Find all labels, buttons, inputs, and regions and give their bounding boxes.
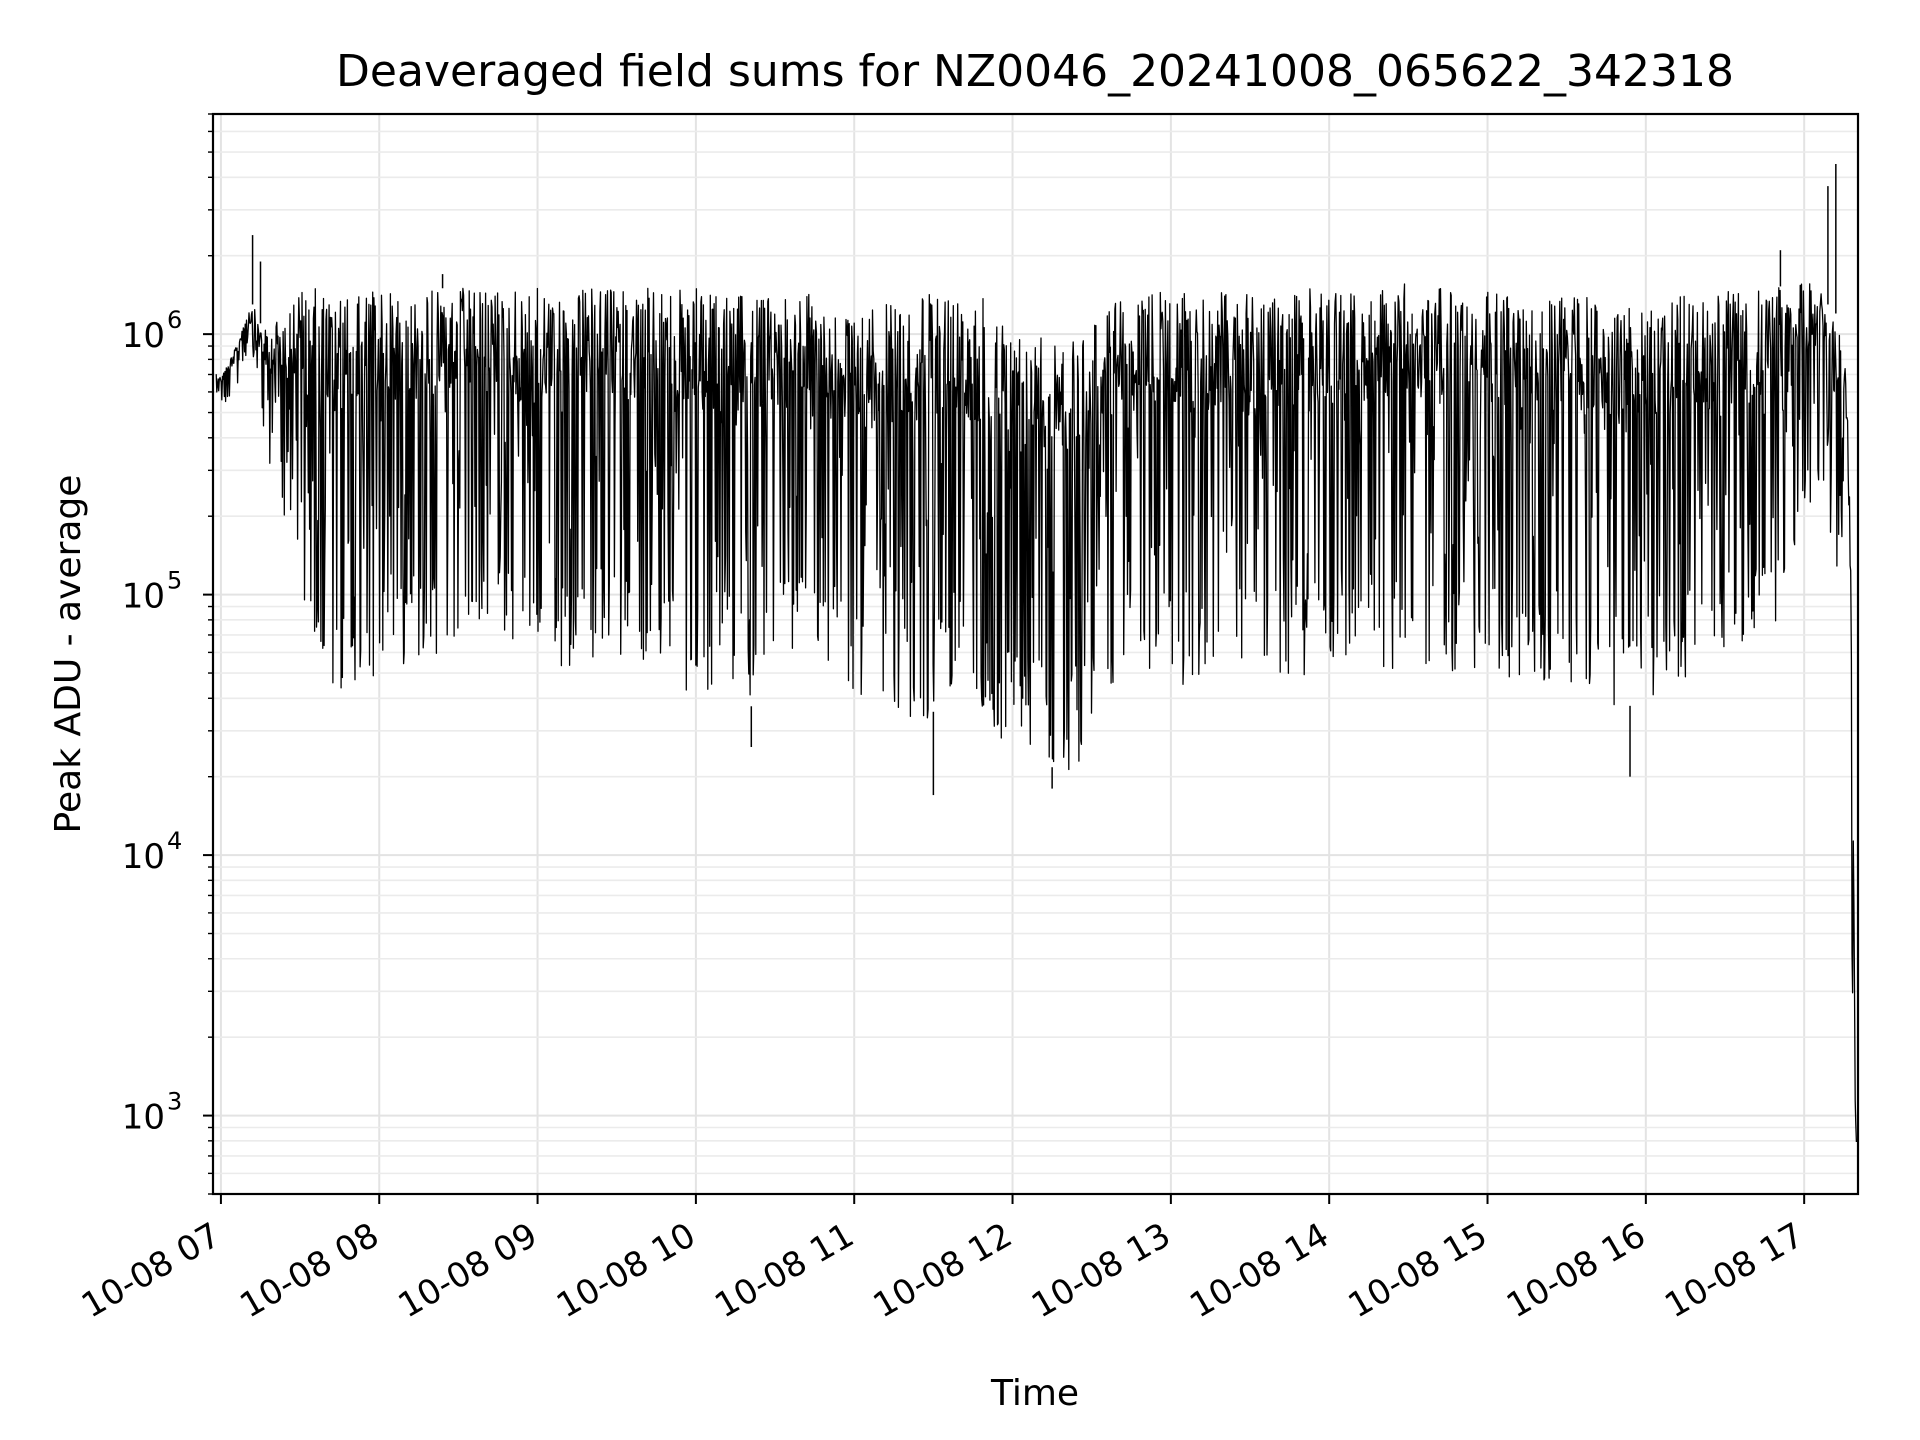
- series-line: [215, 283, 1858, 1143]
- chart-title: Deaveraged field sums for NZ0046_2024100…: [336, 46, 1734, 97]
- plot-frame: [211, 112, 1860, 1196]
- x-axis-label: Time: [990, 1373, 1079, 1414]
- y-tick-label: 10 4: [122, 827, 183, 877]
- data-series: [215, 163, 1858, 1143]
- y-tick-base: 10: [122, 316, 165, 356]
- y-tick-exponent: 3: [167, 1088, 182, 1116]
- y-tick-exponent: 5: [167, 567, 182, 595]
- y-tick-base: 10: [122, 1098, 165, 1138]
- y-tick-base: 10: [122, 577, 165, 617]
- y-tick-base: 10: [122, 837, 165, 877]
- y-tick-label: 10 5: [122, 567, 183, 617]
- y-tick-exponent: 6: [167, 306, 182, 334]
- y-tick-label: 10 6: [122, 306, 183, 356]
- y-axis-label: Peak ADU - average: [48, 475, 89, 834]
- y-tick-label: 10 3: [122, 1088, 183, 1138]
- y-tick-exponent: 4: [167, 827, 182, 855]
